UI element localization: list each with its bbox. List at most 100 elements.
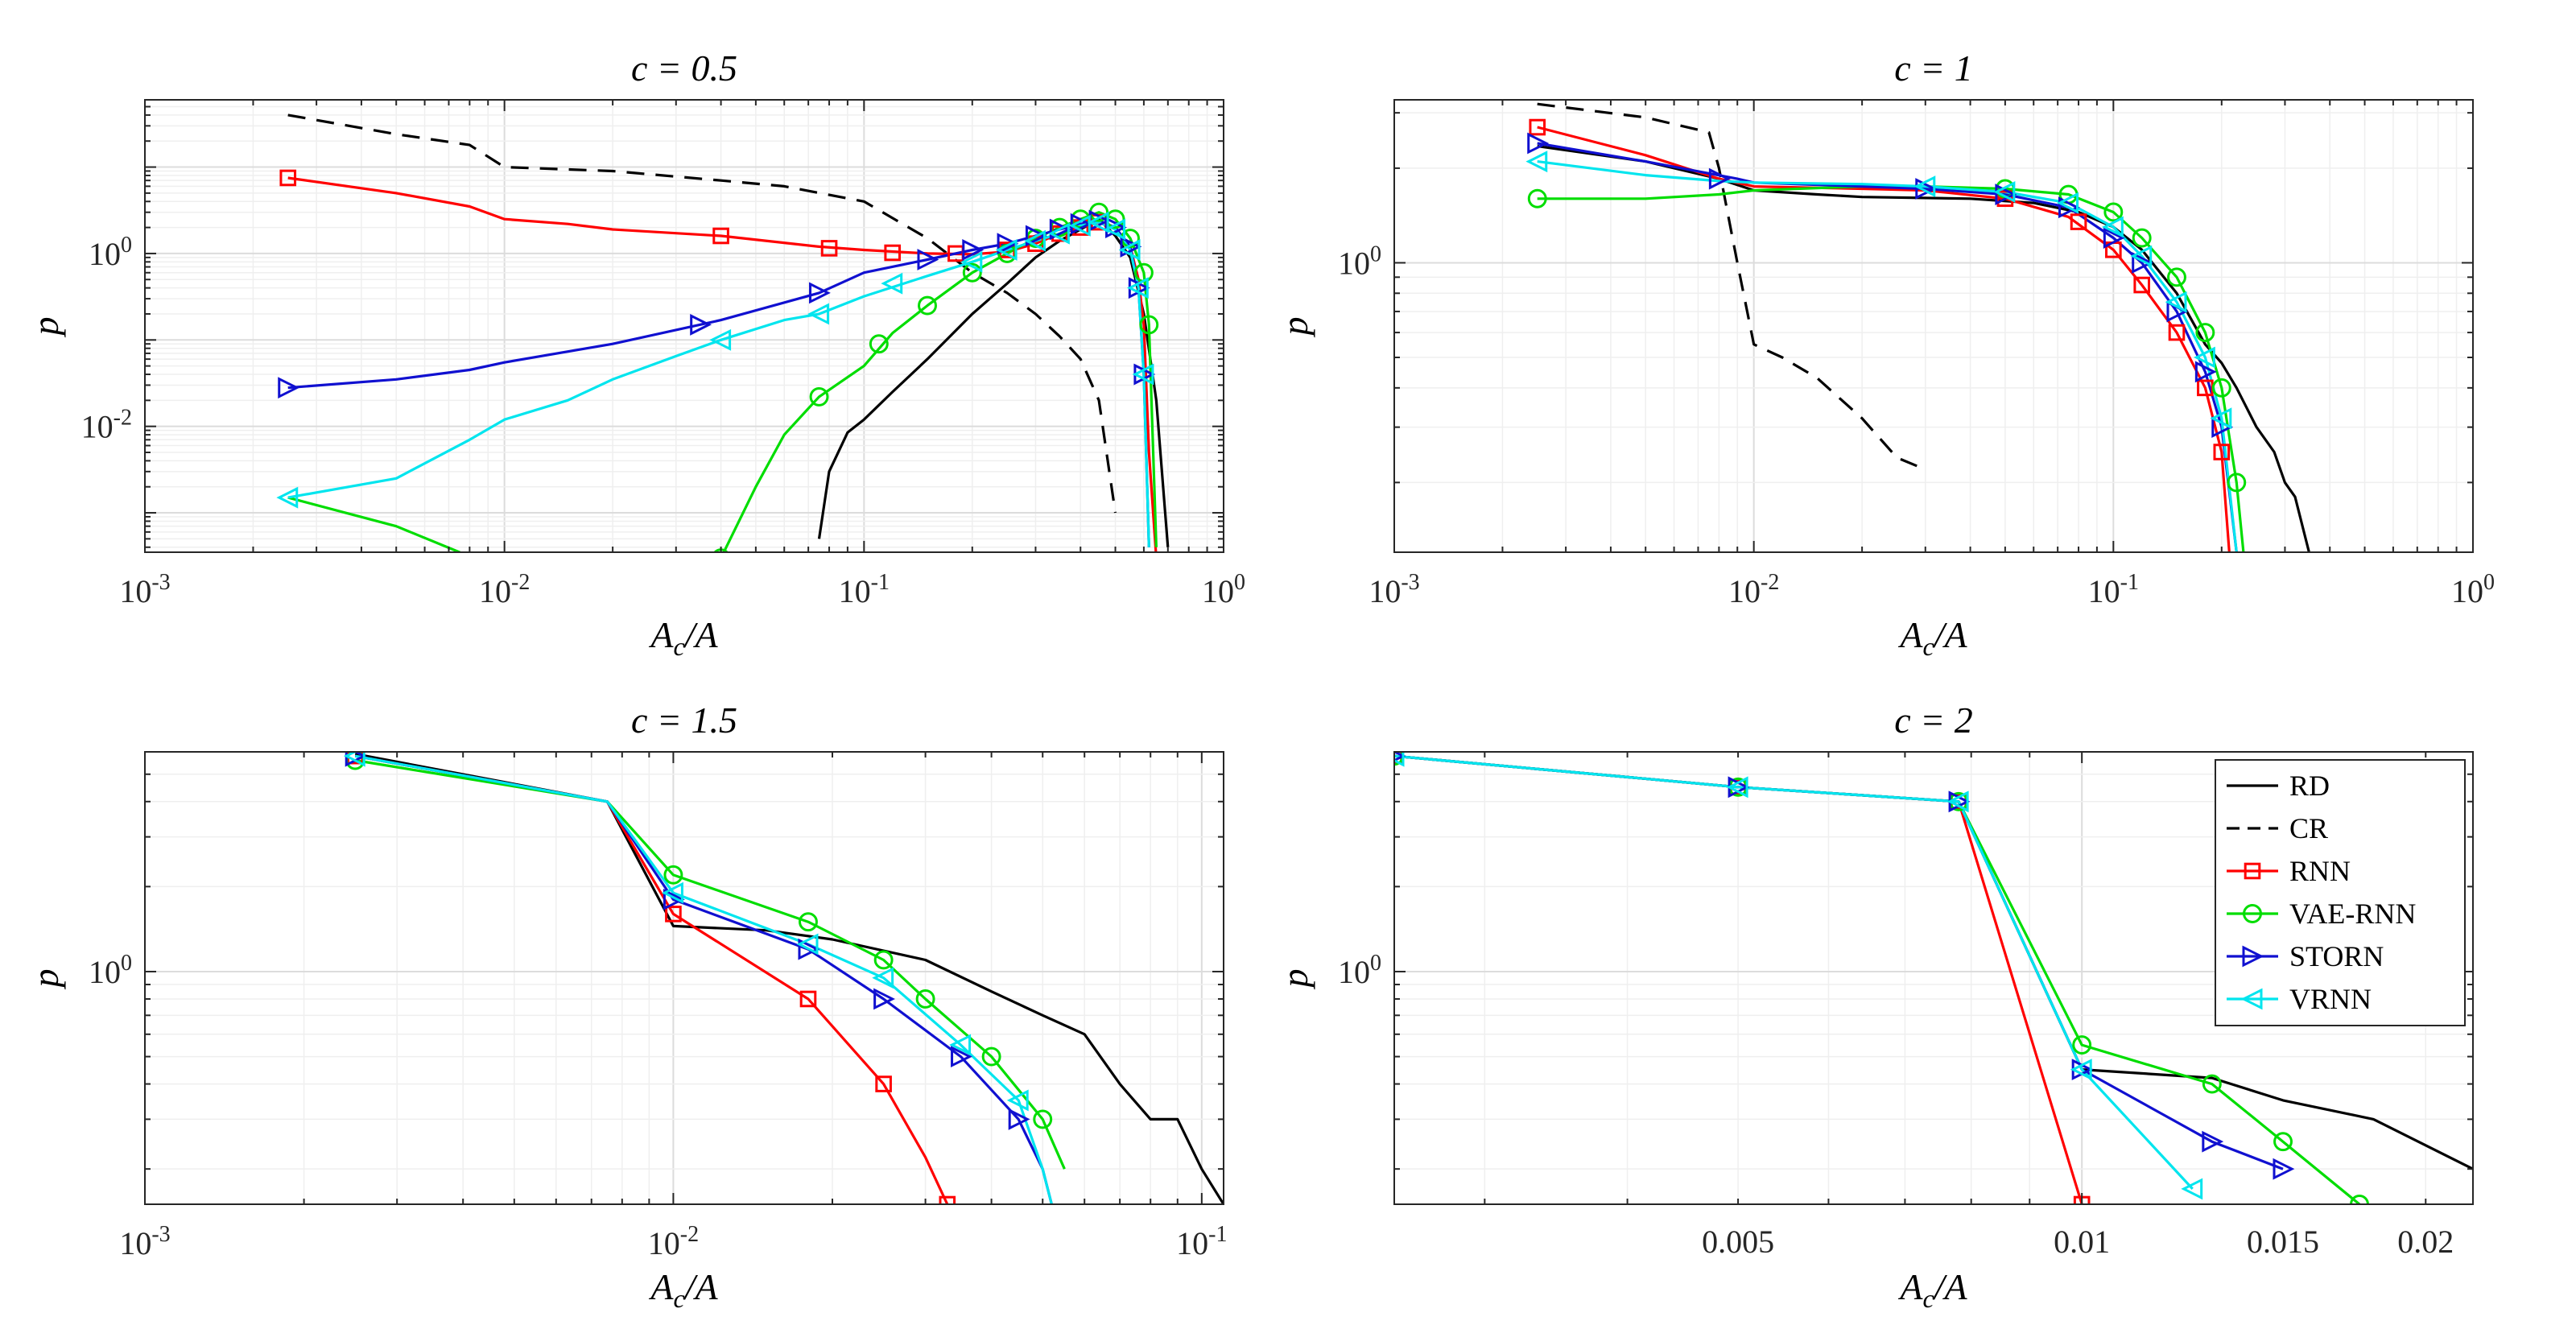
grid: [1394, 100, 2473, 552]
marker-storn: [1995, 184, 2017, 205]
y-tick-label: 10-2: [81, 406, 132, 445]
marker-vrnn: [1726, 776, 1748, 799]
x-tick-label: 0.015: [2247, 1224, 2319, 1260]
marker-storn: [2132, 252, 2154, 274]
marker-vae-rnn: [1139, 315, 1159, 335]
legend-label: STORN: [2289, 940, 2384, 972]
marker-rnn: [884, 244, 902, 262]
marker-vrnn: [2130, 245, 2153, 267]
marker-vae-rnn: [2132, 228, 2152, 248]
panel-title: c = 0.5: [631, 47, 737, 89]
marker-rnn: [2133, 276, 2151, 294]
legend-item-vrnn: VRNN: [2227, 983, 2372, 1015]
legend-label: VRNN: [2289, 983, 2372, 1015]
marker-vae-rnn: [962, 262, 982, 283]
x-axis-label: Ac/A: [648, 1266, 718, 1313]
marker-vrnn: [662, 881, 683, 904]
marker-vae-rnn: [2273, 1132, 2293, 1152]
y-tick-label: 100: [1338, 951, 1381, 990]
marker-storn: [2273, 1158, 2295, 1180]
marker-vrnn: [1394, 752, 1405, 767]
marker-storn: [873, 988, 895, 1010]
legend: RD CR RNN VAE-RNN STORN VRNN: [2215, 759, 2466, 1026]
legend-marker: [2244, 862, 2261, 880]
marker-storn: [2194, 361, 2217, 383]
marker-storn: [809, 282, 831, 304]
series-group: [287, 114, 1170, 552]
series-group: [1394, 754, 2473, 1204]
marker-vrnn: [1946, 790, 1969, 813]
legend-item-vae-rnn: VAE-RNN: [2227, 898, 2416, 930]
marker-vae-rnn: [2103, 202, 2124, 222]
series-line-vae-rnn: [287, 211, 1158, 552]
y-tick-label: 100: [89, 951, 132, 990]
marker-vae-rnn: [2202, 1074, 2222, 1094]
marker-vae-rnn: [1527, 188, 1547, 208]
marker-storn: [951, 1046, 972, 1068]
axes-box: [1393, 99, 2474, 553]
x-tick-label: 0.005: [1702, 1224, 1774, 1260]
marker-storn: [690, 313, 712, 336]
marker-vrnn: [1525, 151, 1548, 173]
legend-marker: [2243, 904, 2262, 923]
x-tick-label: 10-3: [1368, 570, 1419, 609]
series-line-storn: [354, 754, 1053, 1204]
marker-storn: [798, 938, 820, 960]
x-axis-label: Ac/A: [648, 614, 718, 661]
marker-vrnn: [709, 328, 732, 351]
x-tick-label: 10-3: [119, 570, 170, 609]
series-line-vrnn: [354, 754, 1053, 1204]
marker-vae-rnn: [981, 1046, 1001, 1067]
legend-item-storn: STORN: [2227, 940, 2384, 972]
marker-storn: [1049, 218, 1071, 241]
series-line-vae-rnn: [1537, 185, 2245, 552]
marker-storn: [1070, 213, 1092, 235]
marker-rnn: [2213, 444, 2231, 460]
marker-vae-rnn: [869, 334, 889, 354]
y-axis-label: p: [1274, 317, 1315, 338]
marker-storn: [1527, 132, 1550, 155]
x-axis-label: Ac/A: [1897, 1266, 1967, 1313]
series-group: [354, 753, 1224, 1204]
marker-storn: [2103, 227, 2125, 249]
panel-title: c = 2: [1894, 700, 1972, 741]
marker-vae-rnn: [2167, 267, 2186, 287]
marker-vrnn: [2165, 291, 2187, 313]
marker-storn: [278, 377, 300, 399]
panel-c-1: 10-3 10-2 10-1 100 100 c = 1 Ac/A p: [1274, 47, 2495, 661]
marker-vrnn: [1047, 222, 1070, 245]
x-tick-label: 100: [1202, 570, 1245, 609]
marker-vrnn: [2194, 346, 2215, 369]
marker-vrnn: [2057, 192, 2079, 214]
marker-vrnn: [1006, 1089, 1029, 1112]
panel-title: c = 1.5: [631, 700, 737, 741]
panel-c-1.5: 10-3 10-2 10-1 100 c = 1.5 Ac/A p: [25, 700, 1227, 1313]
plot-area: [145, 752, 1224, 1204]
marker-vae-rnn: [663, 865, 683, 885]
marker-vrnn: [1087, 211, 1109, 233]
marker-vae-rnn: [2195, 323, 2215, 343]
marker-storn: [663, 888, 685, 910]
marker-storn: [917, 249, 939, 270]
marker-vrnn: [1993, 181, 2016, 203]
marker-vae-rnn: [2072, 1035, 2092, 1055]
marker-vrnn: [949, 1034, 972, 1056]
marker-vrnn: [960, 250, 983, 273]
series-line-rd: [354, 753, 1224, 1204]
marker-vae-rnn: [799, 912, 818, 932]
series-line-vae-rnn: [354, 758, 1066, 1170]
marker-rnn: [279, 169, 297, 187]
marker-vrnn: [2070, 1059, 2092, 1081]
marker-vae-rnn: [809, 386, 829, 407]
legend-label: VAE-RNN: [2289, 898, 2416, 930]
markers-group: [276, 169, 1159, 552]
marker-storn: [1915, 178, 1938, 200]
marker-storn: [962, 239, 985, 261]
x-axis-label: Ac/A: [1897, 614, 1967, 661]
series-line-cr: [287, 114, 1117, 514]
legend-label: RNN: [2289, 855, 2351, 887]
marker-rnn: [799, 990, 817, 1008]
axes-box: [1393, 751, 2474, 1205]
marker-vrnn: [1024, 229, 1046, 252]
